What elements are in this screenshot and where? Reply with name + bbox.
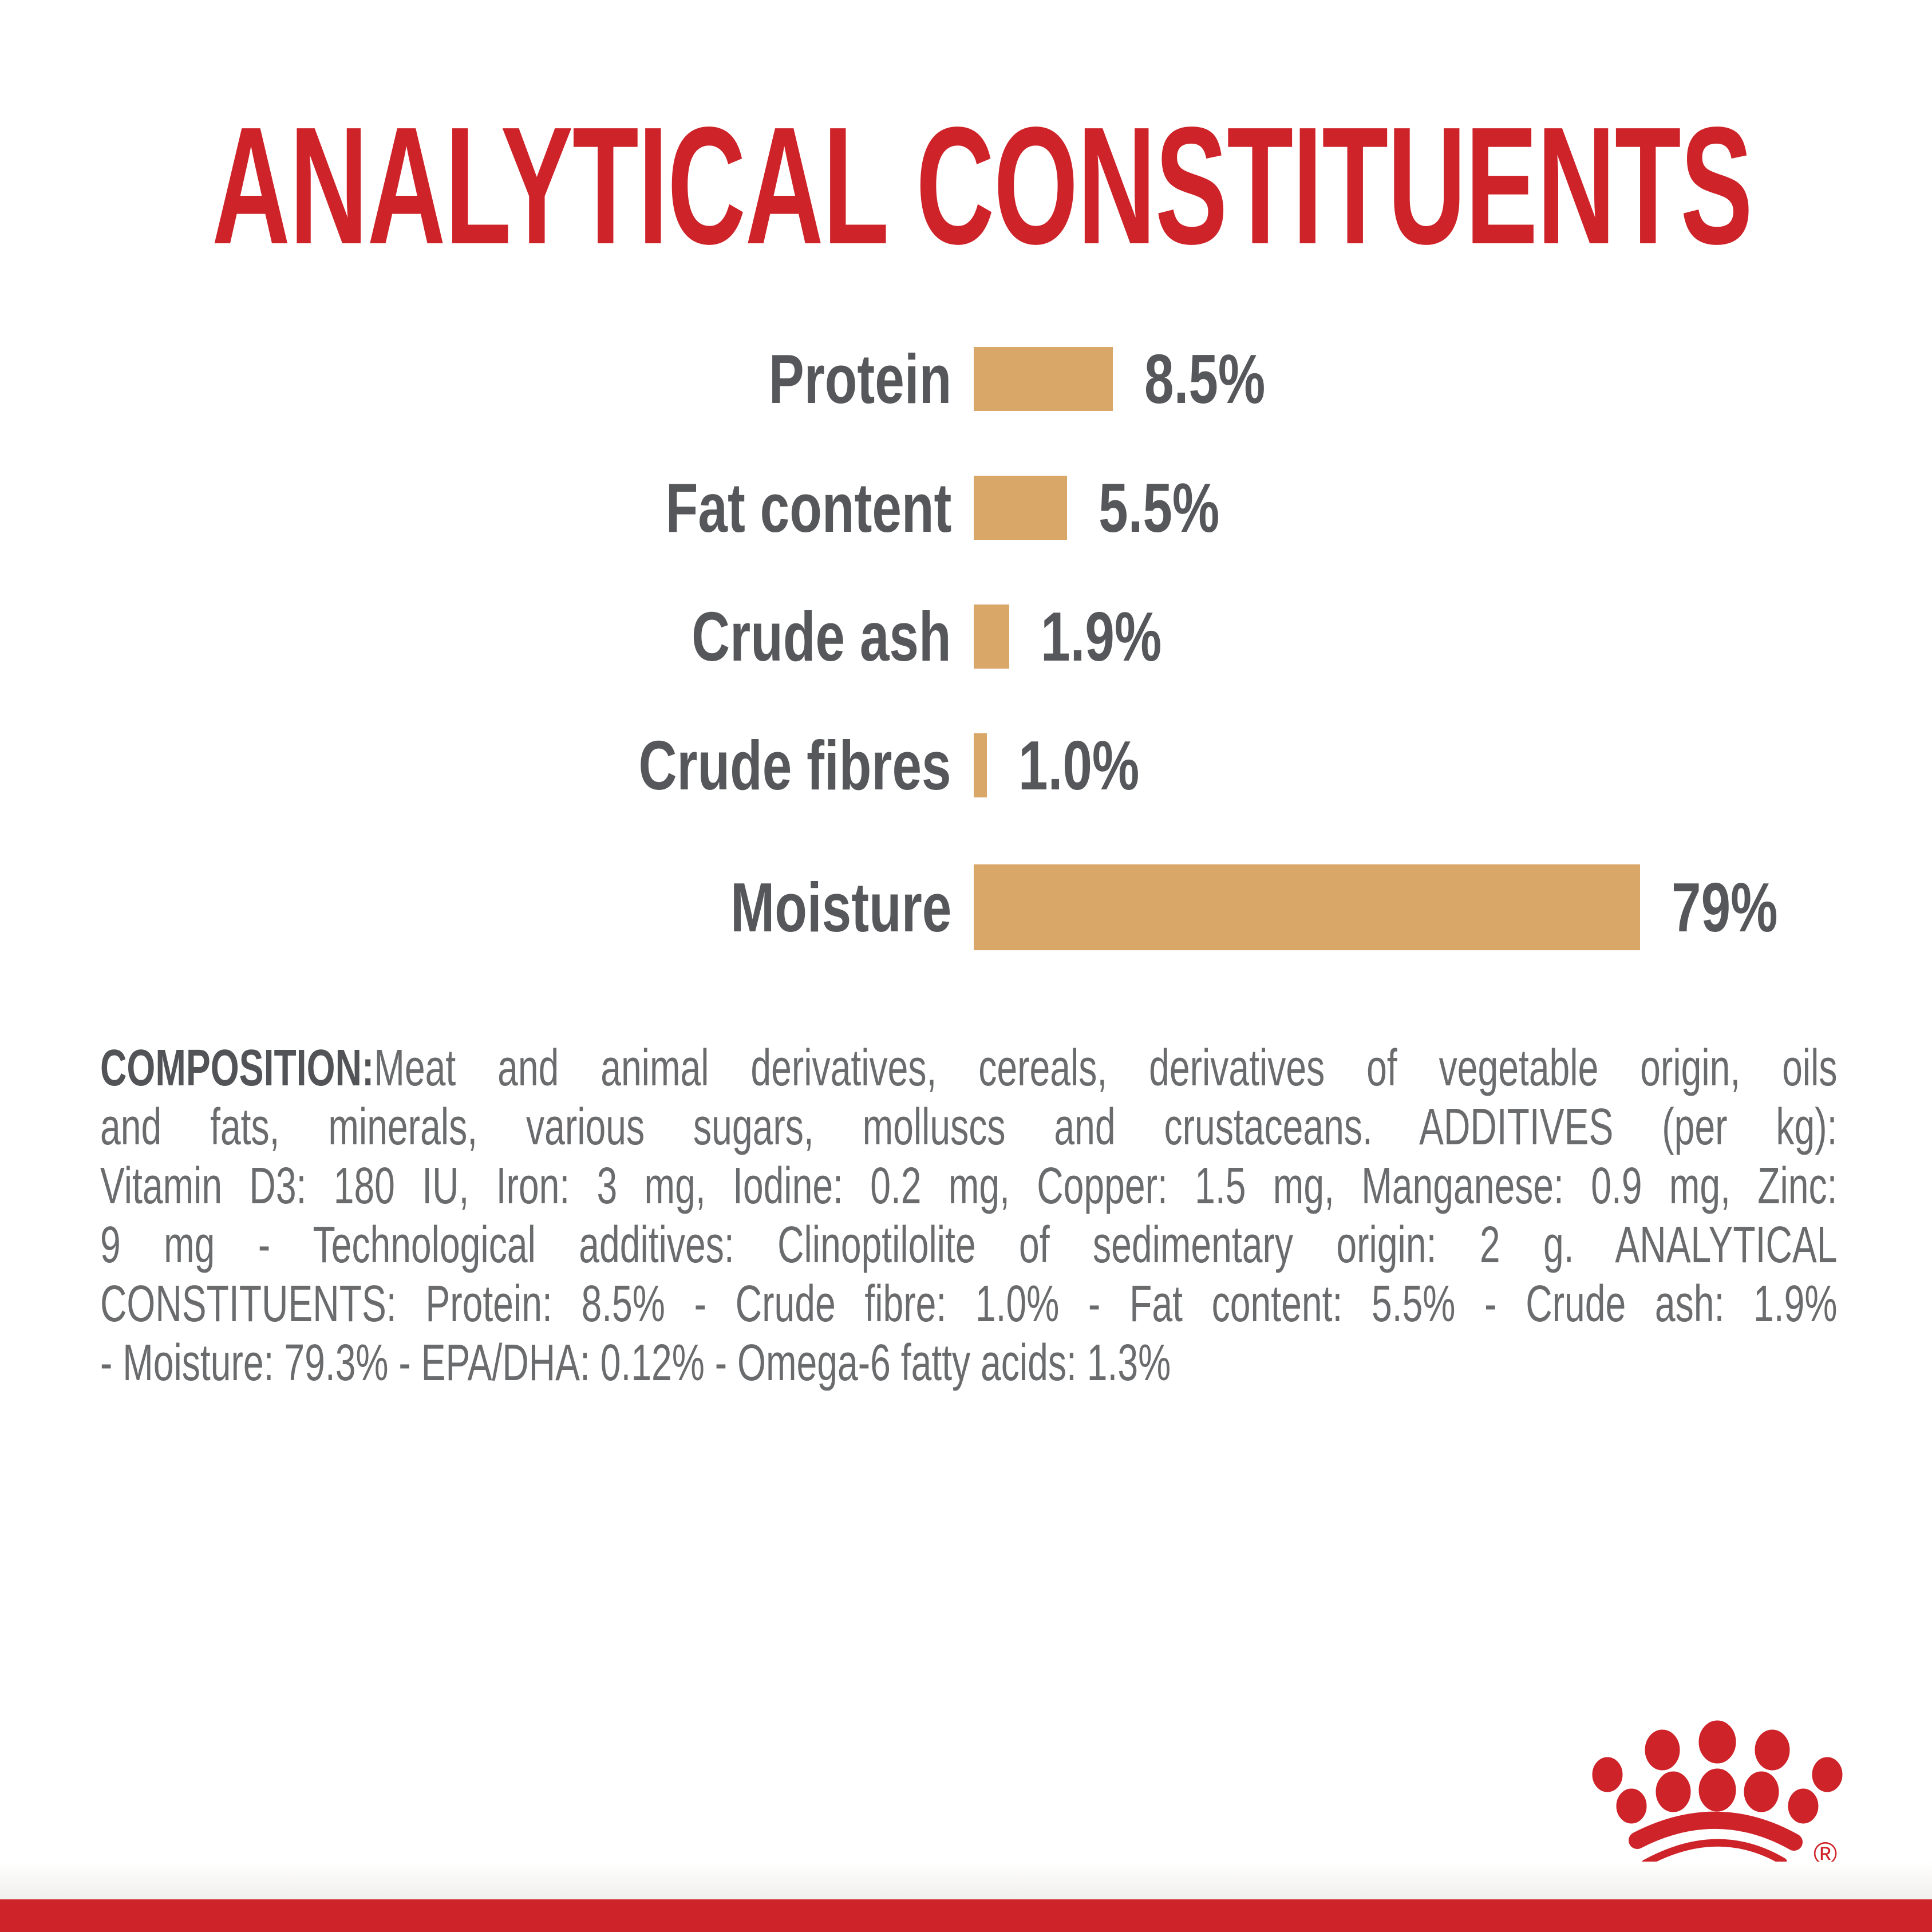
- composition-line: CONSTITUENTS: Protein: 8.5% - Crude fibr…: [100, 1275, 1838, 1333]
- royal-canin-crown-logo-icon: ®: [1592, 1720, 1843, 1869]
- bar-value: 1.0%: [1018, 726, 1140, 804]
- footer-red-bar: [0, 1899, 1932, 1932]
- composition-lead-label: COMPOSITION:: [100, 1040, 374, 1097]
- composition-line: 9 mg - Technological additives: Clinopti…: [100, 1216, 1838, 1274]
- bar: [974, 733, 987, 797]
- bar: [974, 347, 1113, 411]
- composition-line: Vitamin D3: 180 IU, Iron: 3 mg, Iodine: …: [100, 1157, 1838, 1215]
- bar: [974, 864, 1640, 950]
- bar-value: 8.5%: [1144, 340, 1266, 418]
- bar: [974, 605, 1009, 669]
- bar-label: Moisture: [730, 868, 951, 946]
- composition-line: COMPOSITION:Meat and animal derivatives,…: [100, 1039, 1838, 1098]
- bar-label: Protein: [768, 340, 951, 418]
- composition-line-text: Meat and animal derivatives, cereals, de…: [374, 1040, 1838, 1097]
- bottom-shadow-gradient: [0, 1862, 1932, 1899]
- page-title: ANALYTICAL CONSTITUENTS: [212, 92, 1753, 279]
- bar-label: Fat content: [665, 469, 951, 547]
- bar-value: 5.5%: [1099, 469, 1220, 547]
- bar-value: 1.9%: [1041, 598, 1162, 675]
- composition-paragraph: COMPOSITION:Meat and animal derivatives,…: [100, 1039, 1838, 1393]
- composition-line: - Moisture: 79.3% - EPA/DHA: 0.12% - Ome…: [100, 1334, 1171, 1392]
- bar: [974, 476, 1067, 540]
- bar-label: Crude fibres: [638, 726, 951, 804]
- bar-label: Crude ash: [692, 598, 951, 675]
- bar-value: 79%: [1672, 868, 1778, 946]
- composition-line: and fats, minerals, various sugars, moll…: [100, 1099, 1838, 1156]
